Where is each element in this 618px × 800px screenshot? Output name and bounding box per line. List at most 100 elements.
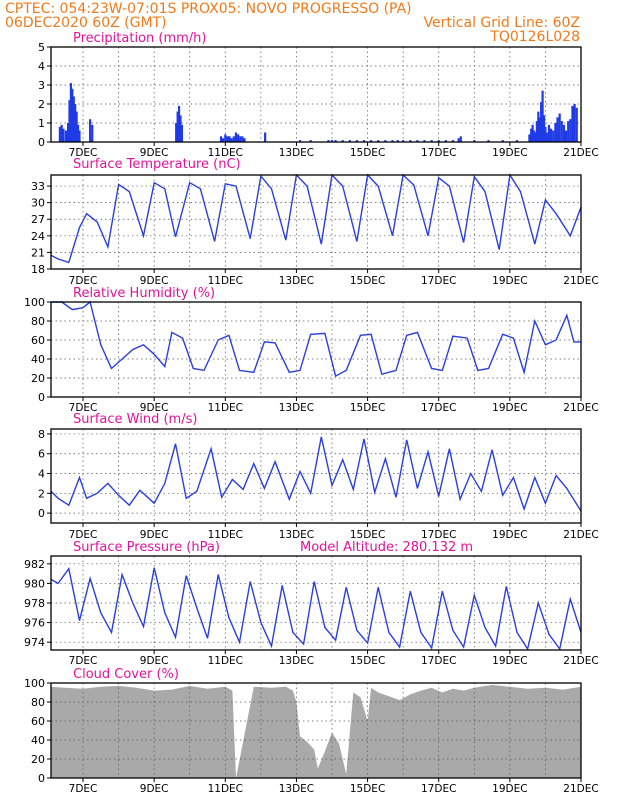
x-tick-label: 11DEC: [208, 147, 243, 159]
precip-bar: [264, 132, 267, 142]
precip-bar: [538, 117, 541, 142]
precip-bar: [74, 104, 77, 142]
precip-bar: [554, 123, 557, 142]
x-tick-label: 7DEC: [69, 275, 98, 287]
y-tick-label: 978: [24, 597, 45, 610]
precip-bar: [348, 140, 351, 142]
y-tick-label: 40: [31, 353, 45, 366]
precip-bar: [544, 126, 547, 142]
x-tick-label: 21DEC: [563, 655, 598, 667]
y-tick-label: 0: [38, 391, 45, 404]
precip-bar: [451, 140, 455, 142]
x-tick-label: 7DEC: [69, 655, 98, 667]
precip-bar: [501, 140, 504, 142]
y-tick-label: 974: [24, 636, 45, 649]
precip-bar: [309, 140, 312, 142]
x-tick-label: 17DEC: [421, 275, 456, 287]
precip-bar: [457, 138, 460, 142]
x-tick-label: 9DEC: [140, 402, 169, 414]
x-tick-label: 21DEC: [563, 402, 598, 414]
x-tick-label: 11DEC: [208, 655, 243, 667]
precip-bar: [416, 140, 419, 142]
x-tick-label: 21DEC: [563, 529, 598, 541]
x-tick-label: 19DEC: [492, 655, 527, 667]
precip-bar: [444, 140, 447, 142]
y-tick-label: 20: [31, 372, 45, 385]
precip-bar: [550, 128, 553, 142]
wind-line: [50, 436, 582, 512]
y-tick-label: 8: [38, 428, 45, 441]
precip-bar: [562, 124, 566, 142]
x-tick-label: 21DEC: [563, 275, 598, 287]
precip-bar: [243, 138, 246, 142]
x-tick-label: 21DEC: [563, 147, 598, 159]
y-tick-label: 0: [38, 772, 45, 785]
precip-bar: [71, 88, 74, 142]
precip-bar: [179, 115, 182, 142]
x-tick-label: 9DEC: [140, 529, 169, 541]
y-tick-label: 30: [31, 197, 45, 210]
x-tick-label: 7DEC: [69, 529, 98, 541]
x-tick-label: 7DEC: [69, 147, 98, 159]
panel-pressure: Surface Pressure (hPa) Model Altitude: 28…: [24, 540, 599, 667]
precip-bar: [535, 121, 538, 142]
panel-title: Surface Temperature (nC): [73, 157, 241, 172]
x-tick-label: 11DEC: [208, 402, 243, 414]
cloud-area: [51, 684, 581, 778]
precip-bar: [530, 128, 533, 142]
precip-bar: [226, 136, 229, 142]
precip-bar: [547, 124, 551, 142]
panel-title: Relative Humidity (%): [73, 286, 215, 301]
y-tick-label: 976: [24, 617, 45, 630]
grid-line-info: Vertical Grid Line: 60Z: [424, 15, 580, 31]
y-tick-label: 5: [38, 41, 45, 54]
precip-bar: [228, 136, 231, 142]
precip-bar: [423, 140, 426, 142]
precip-bar: [560, 121, 563, 142]
precip-bar: [370, 140, 373, 142]
x-tick-label: 7DEC: [69, 783, 98, 795]
y-tick-label: 0: [38, 507, 45, 520]
precip-bar: [391, 140, 394, 142]
panel-title: Precipitation (mm/h): [73, 31, 206, 46]
y-tick-label: 3: [38, 79, 45, 92]
rh-line: [51, 300, 581, 378]
model-id: TQ0126L028: [489, 29, 580, 45]
precip-bar: [534, 132, 537, 142]
y-tick-label: 6: [38, 448, 45, 461]
panel-frame: [50, 301, 582, 398]
precip-bar: [567, 121, 570, 142]
x-tick-label: 13DEC: [279, 402, 314, 414]
precip-bar: [402, 140, 405, 142]
precip-bar: [78, 130, 81, 142]
precip-bar: [72, 96, 75, 142]
precip-bar: [60, 124, 63, 142]
y-tick-label: 60: [31, 334, 45, 347]
x-tick-label: 7DEC: [69, 402, 98, 414]
y-tick-label: 0: [38, 136, 45, 149]
precip-bar: [575, 107, 578, 142]
precip-bar: [89, 119, 92, 142]
precip-bar: [564, 130, 568, 142]
precip-bar: [64, 130, 68, 142]
x-tick-label: 17DEC: [421, 147, 456, 159]
precip-bar: [327, 140, 330, 142]
y-tick-label: 80: [31, 696, 45, 709]
precip-bar: [355, 140, 359, 142]
x-tick-label: 13DEC: [279, 783, 314, 795]
y-tick-label: 60: [31, 715, 45, 728]
panel-frame: [50, 174, 582, 270]
precip-bar: [487, 140, 490, 142]
x-tick-label: 11DEC: [208, 783, 243, 795]
y-tick-label: 2: [38, 487, 45, 500]
y-tick-label: 18: [31, 263, 45, 276]
precip-bar: [558, 113, 561, 142]
precip-bar: [176, 111, 179, 142]
precip-bar: [532, 130, 536, 142]
x-tick-label: 19DEC: [492, 783, 527, 795]
panel-precip: Precipitation (mm/h) 0 1 2 3 4 5 7DEC 9DEC 11DEC 1…: [38, 31, 599, 159]
x-tick-label: 11DEC: [208, 275, 243, 287]
y-tick-label: 4: [38, 60, 45, 73]
panel-wind: Surface Wind (m/s) 0 2 4 6 8 7DEC 9DEC 11DEC 13DE…: [38, 412, 599, 541]
precip-bar: [69, 83, 73, 142]
